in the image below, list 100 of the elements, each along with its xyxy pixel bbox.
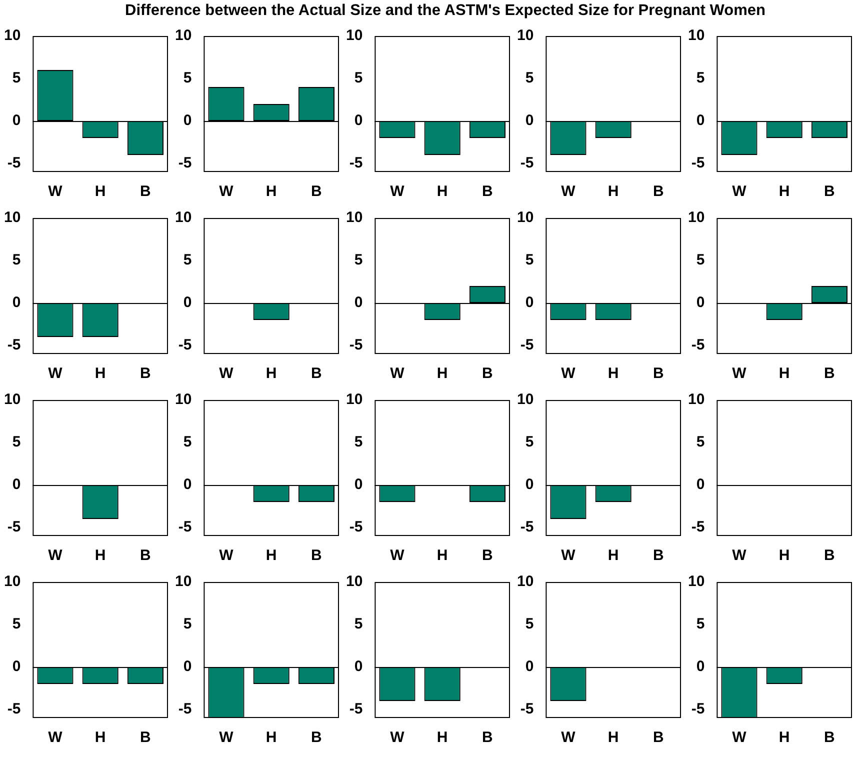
y-tick-label: 0 xyxy=(183,294,192,312)
y-tick-label: 5 xyxy=(525,616,534,633)
x-tick-label: W xyxy=(561,365,576,382)
x-tick-label: H xyxy=(436,547,448,564)
x-tick-label: H xyxy=(436,183,448,200)
y-tick-label: 5 xyxy=(12,70,21,87)
y-tick-label: -5 xyxy=(178,336,192,354)
y-tick-label: -5 xyxy=(520,700,534,718)
x-tick-label: H xyxy=(778,547,790,564)
x-tick-label: W xyxy=(219,729,234,746)
x-tick-label: H xyxy=(94,365,106,382)
y-tick-label: -5 xyxy=(7,336,21,354)
y-tick-label: 10 xyxy=(4,209,21,226)
y-tick-label: 5 xyxy=(183,70,192,87)
x-tick-label: B xyxy=(482,365,494,382)
y-tick-label: 5 xyxy=(183,434,192,451)
y-tick-label: -5 xyxy=(178,518,192,536)
x-tick-label: H xyxy=(266,729,277,746)
x-tick-label: W xyxy=(390,547,406,564)
x-tick-label: H xyxy=(608,729,619,746)
x-tick-label: B xyxy=(140,547,152,564)
x-tick-label: H xyxy=(94,729,106,746)
x-tick-label: B xyxy=(653,365,664,382)
y-tick-label: 0 xyxy=(183,112,192,130)
y-tick-label: 0 xyxy=(525,294,534,312)
x-tick-label: H xyxy=(436,365,448,382)
y-tick-label: 5 xyxy=(183,252,192,269)
x-tick-label: B xyxy=(140,183,152,200)
y-tick-label: 5 xyxy=(525,434,534,451)
y-tick-label: 10 xyxy=(346,209,363,226)
x-tick-label: W xyxy=(48,729,64,746)
x-tick-label: B xyxy=(311,729,322,746)
y-tick-label: -5 xyxy=(349,336,363,354)
y-tick-label: 10 xyxy=(516,391,534,408)
y-tick-label: 5 xyxy=(354,252,363,269)
y-tick-label: 0 xyxy=(696,294,705,312)
x-tick-label: B xyxy=(311,183,322,200)
x-tick-label: H xyxy=(266,547,277,564)
y-tick-label: 10 xyxy=(4,27,21,44)
y-tick-label: 10 xyxy=(174,391,192,408)
y-tick-label: -5 xyxy=(7,154,21,172)
x-tick-label: B xyxy=(824,365,836,382)
y-tick-label: -5 xyxy=(178,700,192,718)
x-tick-label: B xyxy=(482,729,494,746)
y-tick-label: 0 xyxy=(525,112,534,130)
x-tick-label: H xyxy=(436,729,448,746)
y-tick-label: 10 xyxy=(688,573,705,590)
y-tick-label: 10 xyxy=(4,391,21,408)
y-tick-label: 5 xyxy=(12,252,21,269)
y-tick-label: 10 xyxy=(516,27,534,44)
x-tick-label: B xyxy=(311,547,322,564)
x-tick-label: W xyxy=(48,183,64,200)
x-tick-label: H xyxy=(778,729,790,746)
x-tick-label: B xyxy=(482,547,494,564)
y-tick-label: -5 xyxy=(7,518,21,536)
x-tick-label: W xyxy=(732,183,748,200)
y-tick-label: -5 xyxy=(349,518,363,536)
x-tick-label: W xyxy=(219,183,234,200)
y-tick-label: 0 xyxy=(696,112,705,130)
y-tick-label: 0 xyxy=(183,658,192,676)
y-tick-label: 5 xyxy=(354,70,363,87)
y-tick-label: 5 xyxy=(12,616,21,633)
y-tick-label: 0 xyxy=(12,658,21,676)
y-tick-label: 10 xyxy=(346,573,363,590)
x-tick-label: W xyxy=(219,547,234,564)
y-tick-label: -5 xyxy=(520,518,534,536)
x-tick-label: W xyxy=(390,183,406,200)
y-tick-label: 10 xyxy=(174,27,192,44)
y-tick-label: 0 xyxy=(696,658,705,676)
x-tick-label: B xyxy=(824,547,836,564)
x-tick-label: W xyxy=(48,365,64,382)
y-tick-label: 0 xyxy=(354,658,363,676)
x-tick-label: W xyxy=(219,365,234,382)
y-tick-label: 5 xyxy=(12,434,21,451)
x-tick-label: W xyxy=(561,547,576,564)
y-tick-label: 5 xyxy=(696,252,705,269)
x-tick-label: W xyxy=(48,547,64,564)
y-tick-label: 5 xyxy=(525,252,534,269)
x-tick-label: W xyxy=(561,729,576,746)
y-tick-label: 10 xyxy=(346,27,363,44)
y-tick-label: 5 xyxy=(696,70,705,87)
x-tick-label: W xyxy=(561,183,576,200)
x-tick-label: B xyxy=(482,183,494,200)
y-tick-label: -5 xyxy=(520,336,534,354)
x-tick-label: W xyxy=(390,365,406,382)
y-tick-label: 5 xyxy=(696,434,705,451)
y-tick-label: 10 xyxy=(688,27,705,44)
y-tick-label: 10 xyxy=(688,209,705,226)
y-tick-label: 0 xyxy=(525,476,534,494)
x-tick-label: H xyxy=(266,183,277,200)
y-tick-label: 0 xyxy=(354,294,363,312)
y-tick-label: 10 xyxy=(516,209,534,226)
y-tick-label: -5 xyxy=(691,154,705,172)
y-tick-label: 10 xyxy=(174,573,192,590)
y-tick-label: 10 xyxy=(4,573,21,590)
y-tick-label: 5 xyxy=(183,616,192,633)
x-tick-label: B xyxy=(311,365,322,382)
x-tick-label: W xyxy=(390,729,406,746)
y-tick-label: -5 xyxy=(349,700,363,718)
y-tick-label: 5 xyxy=(696,616,705,633)
